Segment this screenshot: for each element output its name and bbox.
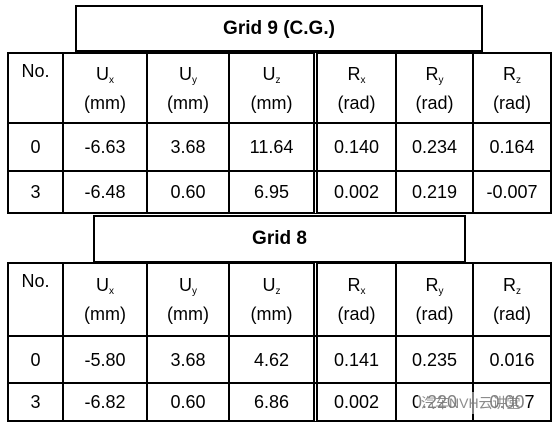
header-symbol: Ux — [96, 274, 114, 303]
table-cell: 0.016 — [472, 335, 552, 384]
table-cell: 0.60 — [146, 382, 230, 422]
subscript: z — [275, 74, 281, 86]
table-cell: -6.82 — [62, 382, 148, 422]
unit: (mm) — [167, 92, 209, 113]
table-cell: -5.80 — [62, 335, 148, 384]
subscript: x — [109, 74, 114, 86]
symbol: R — [347, 275, 361, 295]
table-cell: 0 — [7, 335, 64, 384]
unit: (rad) — [492, 304, 531, 324]
unit: (rad) — [415, 304, 454, 324]
header-symbol: Uz — [263, 274, 281, 303]
column-header: Rz (rad) — [472, 52, 552, 124]
column-header: Ux (mm) — [62, 262, 148, 337]
column-header: Uy (mm) — [146, 262, 230, 337]
header-symbol: Uy — [179, 274, 197, 303]
table-cell: 6.86 — [228, 382, 315, 422]
column-header: No. — [7, 262, 64, 337]
subscript: z — [516, 74, 521, 86]
unit: (mm) — [84, 304, 126, 324]
subscript: y — [438, 74, 444, 86]
table-cell: 0.140 — [313, 122, 397, 172]
table-cell: 0.234 — [395, 122, 474, 172]
header-symbol: Rx — [348, 274, 366, 303]
subscript: y — [192, 74, 197, 86]
subscript: x — [109, 286, 114, 297]
symbol: U — [262, 63, 276, 84]
header-symbol: Ux — [96, 63, 114, 92]
unit: (rad) — [337, 304, 376, 324]
table-cell: 0 — [7, 122, 64, 172]
subscript: y — [192, 286, 197, 297]
symbol: R — [503, 63, 516, 84]
symbol: R — [347, 63, 361, 84]
column-header: No. — [7, 52, 64, 124]
column-header: Ry (rad) — [395, 262, 474, 337]
table-cell: 4.62 — [228, 335, 315, 384]
symbol: R — [503, 275, 516, 295]
subscript: x — [360, 74, 366, 86]
table-cell: 6.95 — [228, 170, 315, 214]
header-symbol: Ry — [426, 63, 444, 92]
symbol: U — [96, 63, 109, 84]
column-header: Uz (mm) — [228, 52, 315, 124]
table-cell: -6.63 — [62, 122, 148, 172]
column-header: Uy (mm) — [146, 52, 230, 124]
symbol: R — [425, 63, 439, 84]
unit: (mm) — [167, 304, 209, 324]
header-symbol: Rz — [503, 63, 521, 92]
table-cell: 3 — [7, 382, 64, 422]
unit: (rad) — [337, 92, 376, 113]
column-header: Rx (rad) — [313, 52, 397, 124]
table-cell: 0.002 — [313, 382, 397, 422]
table-cell: 3 — [7, 170, 64, 214]
subscript: z — [275, 286, 281, 297]
symbol: U — [262, 275, 276, 295]
table-cell: -6.48 — [62, 170, 148, 214]
table-title: Grid 9 (C.G.) — [75, 5, 483, 52]
header-symbol: Uy — [179, 63, 197, 92]
column-header: Rx (rad) — [313, 262, 397, 337]
table-cell: 0.141 — [313, 335, 397, 384]
symbol: U — [179, 275, 192, 295]
subscript: y — [438, 286, 444, 297]
column-header: Ux (mm) — [62, 52, 148, 124]
header-symbol: Rz — [503, 274, 521, 303]
table-cell: 0.002 — [313, 170, 397, 214]
symbol: U — [179, 63, 192, 84]
unit: (mm) — [250, 304, 293, 324]
table-cell: 0.235 — [395, 335, 474, 384]
table-cell: 11.64 — [228, 122, 315, 172]
table-cell: 3.68 — [146, 335, 230, 384]
table-cell: -0.007 — [472, 170, 552, 214]
subscript: z — [516, 286, 521, 297]
subscript: x — [360, 286, 366, 297]
header-symbol: Rx — [348, 63, 366, 92]
header-label: No. — [21, 271, 50, 291]
header-symbol: Ry — [426, 274, 444, 303]
header-label: No. — [21, 61, 50, 81]
column-header: Rz (rad) — [472, 262, 552, 337]
table-title: Grid 8 — [93, 215, 466, 263]
column-header: Uz (mm) — [228, 262, 315, 337]
unit: (rad) — [492, 92, 531, 113]
table-cell: 0.219 — [395, 170, 474, 214]
unit: (mm) — [84, 92, 126, 113]
table-cell: 0.164 — [472, 122, 552, 172]
symbol: U — [96, 275, 109, 295]
table-cell: 3.68 — [146, 122, 230, 172]
column-header: Ry (rad) — [395, 52, 474, 124]
watermark: 汽车NVH云讲堂 — [418, 392, 524, 414]
header-symbol: Uz — [263, 63, 281, 92]
symbol: R — [425, 275, 439, 295]
unit: (rad) — [415, 92, 454, 113]
table-cell: 0.60 — [146, 170, 230, 214]
unit: (mm) — [250, 92, 293, 113]
